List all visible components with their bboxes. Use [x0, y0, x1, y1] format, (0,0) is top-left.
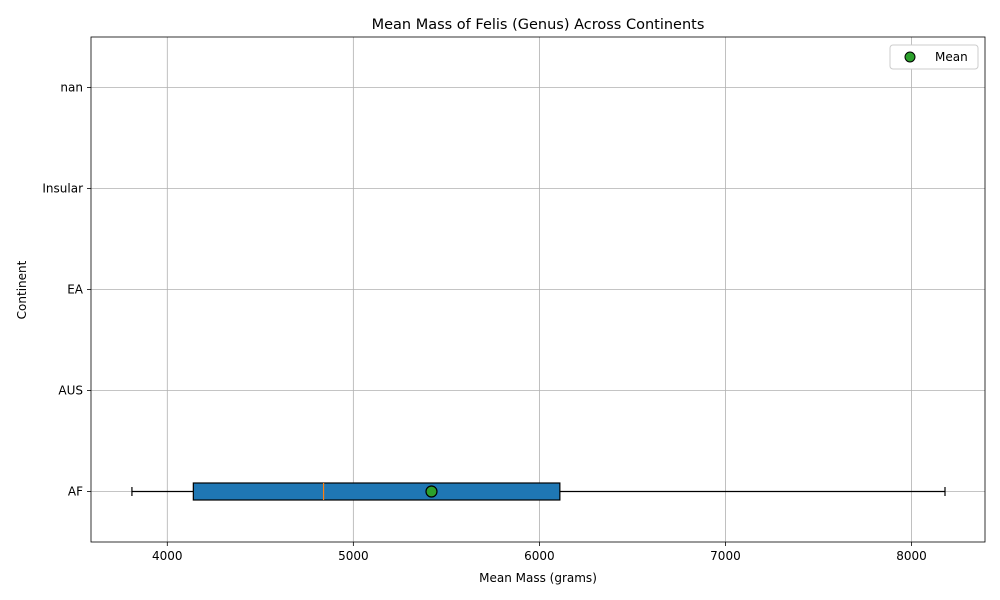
- x-tick-label: 8000: [896, 549, 927, 563]
- iqr-box: [192, 482, 561, 501]
- y-tick-label: EA: [67, 283, 84, 297]
- mean-marker: [425, 485, 438, 498]
- y-tick-label: AUS: [58, 384, 83, 398]
- y-tick-label: Insular: [42, 182, 83, 196]
- box-af: [131, 482, 946, 501]
- x-tick-label: 7000: [710, 549, 741, 563]
- legend-mean-label: Mean: [935, 50, 968, 64]
- legend: Mean: [889, 44, 979, 70]
- x-axis-title: Mean Mass (grams): [479, 571, 597, 585]
- tick-layer: 4000 5000 6000 7000 8000 AF AUS EA Insular nan: [42, 81, 926, 564]
- box-layer: [131, 482, 946, 501]
- x-tick-label: 5000: [338, 549, 369, 563]
- legend-frame: [889, 44, 979, 70]
- y-tick-label: AF: [68, 485, 83, 499]
- y-axis-title: Continent: [15, 260, 29, 319]
- x-tick-label: 6000: [524, 549, 555, 563]
- y-tick-label: nan: [60, 81, 83, 95]
- grid-layer: [91, 37, 985, 542]
- chart-title: Mean Mass of Felis (Genus) Across Contin…: [372, 17, 705, 33]
- x-tick-label: 4000: [152, 549, 183, 563]
- legend-mean-marker: [904, 51, 916, 63]
